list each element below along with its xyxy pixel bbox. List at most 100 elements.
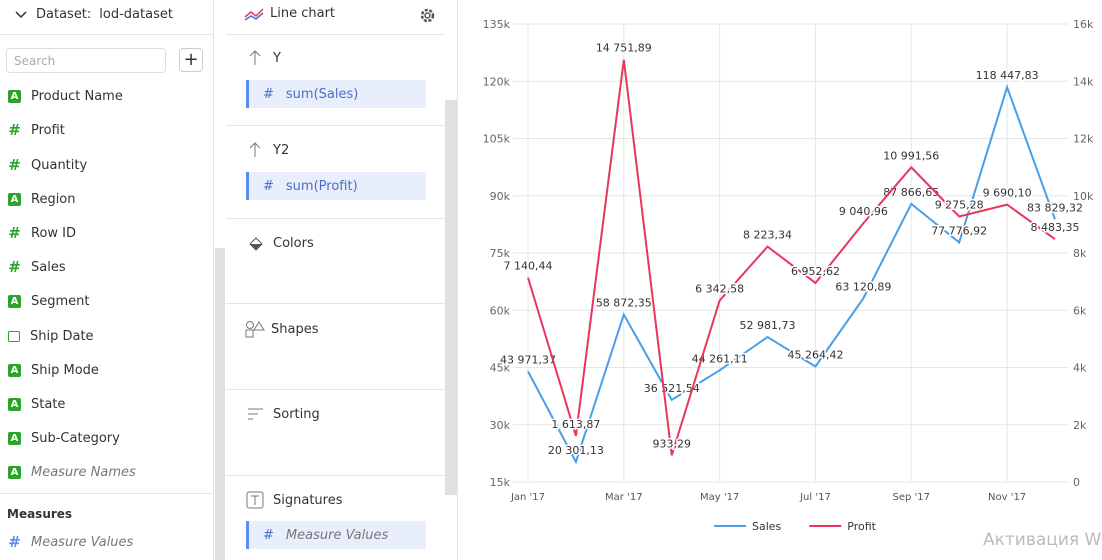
legend-label: Profit [847,520,876,533]
sorting-icon [248,408,263,420]
line [527,84,1056,465]
data-label: 58 872,35 [596,297,652,310]
data-label: 9 040,96 [839,205,888,218]
chart-type: Line chart [270,6,336,21]
y2-tick-label: 16k [1073,18,1094,31]
field[interactable]: A State [8,394,65,414]
dataset-name: lod-dataset [99,7,173,22]
shelf-item[interactable]: # Measure Values [246,521,426,549]
data-label: 45 264,42 [787,348,843,361]
data-label: 9 275,28 [935,198,984,211]
sidebar: Dataset: lod-dataset Search + A Product N… [0,0,214,560]
section-title: Colors [273,236,314,251]
section-title: Shapes [271,322,319,337]
data-label: 8 483,35 [1031,221,1080,234]
data-label: 10 991,56 [883,149,939,162]
line-icon [244,7,264,21]
y-tick-label: 90k [490,190,511,203]
line [527,59,1056,456]
signatures-icon [246,491,264,509]
measures-title: Measures [7,507,73,521]
data-label: 43 971,37 [500,353,556,366]
field[interactable]: # Row ID [8,224,77,242]
data-label: 6 952,62 [791,265,840,278]
data-label: 83 829,32 [1027,201,1083,214]
field-name: Row ID [31,225,77,241]
field-name: Product Name [31,88,123,104]
field-name: State [31,396,66,412]
x-tick-label: Mar '17 [605,492,643,503]
data-label: 14 751,89 [596,42,652,55]
data-label: 118 447,83 [976,69,1039,82]
data-label: 52 981,73 [740,319,796,332]
field[interactable]: # Quantity [8,156,88,174]
item-name: sum(Profit) [285,178,358,194]
y2-icon [249,142,261,157]
field[interactable]: # Profit [8,121,65,139]
x-tick-label: May '17 [700,492,739,503]
field[interactable]: A Segment [8,291,90,311]
field[interactable]: A Region [8,189,76,209]
field-name: Sub-Category [31,430,120,446]
dataset-header[interactable]: Dataset: lod-dataset [14,7,173,22]
field[interactable]: # Sales [8,258,66,276]
y-tick-label: 30k [490,419,511,432]
settings-icon[interactable] [419,7,436,24]
data-label: 36 521,54 [644,382,700,395]
data-label: 9 690,10 [983,187,1032,200]
x-tick-label: Nov '17 [988,492,1026,503]
y2-tick-label: 4k [1073,362,1087,375]
item-name: Measure Values [285,527,389,543]
y2-tick-label: 2k [1073,419,1087,432]
field[interactable]: A Sub-Category [8,428,120,448]
x-tick-label: Jan '17 [510,492,545,503]
wizard-panel [226,0,458,560]
section-title: Y2 [273,143,290,158]
section-title: Signatures [273,493,343,508]
field-name: Quantity [31,157,88,173]
data-label: 8 223,34 [743,229,792,242]
add-button[interactable]: + [179,48,203,72]
shelf-item[interactable]: # sum(Profit) [246,172,426,200]
data-label: 20 301,13 [548,444,604,457]
x-tick-label: Jul '17 [799,492,831,503]
shapes-icon [245,321,265,338]
y2-tick-label: 12k [1073,133,1094,146]
field-name: Ship Date [30,328,94,344]
legend-label: Sales [752,520,782,533]
field[interactable]: A Product Name [8,86,123,106]
section-title: Sorting [273,407,320,422]
chart: 15k 30k 45k 60k 75k 90k 105k 120k 135k 0 2k 4k 6k 8k 1… [483,18,1094,533]
y2-tick-label: 0 [1073,476,1080,489]
data-label: 1 613,87 [551,418,600,431]
y2-tick-label: 6k [1073,304,1087,317]
field-name: Measure Names [31,464,136,480]
section-title: Y [273,51,281,66]
data-label: 6 342,58 [695,282,744,295]
dataset-label: Dataset: [36,7,92,22]
data-label: 63 120,89 [835,280,891,293]
field[interactable]: # Measure Values [8,533,134,551]
chevron [15,11,27,19]
y-tick-label: 75k [490,247,511,260]
y2-tick-label: 14k [1073,75,1094,88]
search-input[interactable]: Search [6,48,166,73]
field[interactable]: A Ship Mode [8,360,99,380]
chart-type-select[interactable]: Line chart [244,6,335,21]
y-tick-label: 135k [483,18,511,31]
item-name: sum(Sales) [285,86,359,102]
field-name: Segment [31,293,90,309]
y-tick-label: 60k [490,304,511,317]
y-tick-label: 105k [483,133,511,146]
data-label: 87 866,65 [883,186,939,199]
data-label: 77 776,92 [931,224,987,237]
scrollbar[interactable] [445,100,457,495]
field-name: Measure Values [31,534,134,550]
y-tick-label: 120k [483,75,511,88]
field[interactable]: A Measure Names [8,462,136,482]
shelf-item[interactable]: # sum(Sales) [246,80,426,108]
x-tick-label: Sep '17 [893,492,931,503]
data-label: 933,29 [652,437,691,450]
field[interactable]: Ship Date [8,326,94,346]
scrollbar[interactable] [215,248,225,560]
